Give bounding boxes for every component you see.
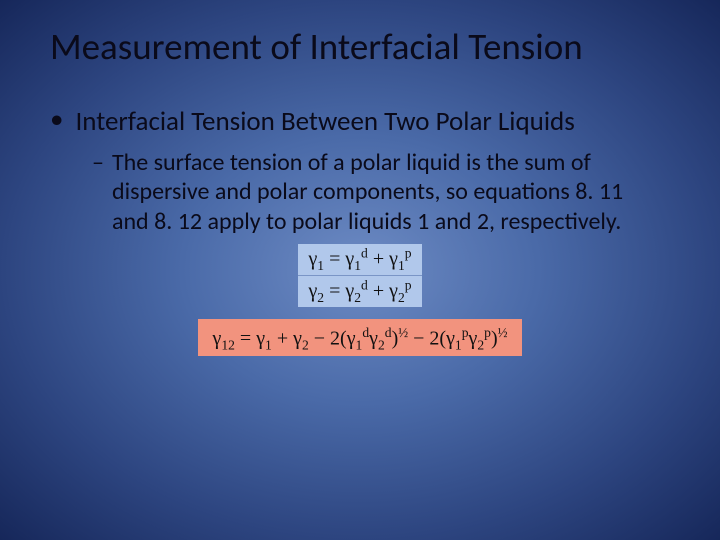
eq3-t2-sub: 2 xyxy=(302,337,309,352)
eq2-b-sub: 2 xyxy=(398,290,405,305)
eq3-p1-exp: ½ xyxy=(398,325,408,340)
equation-stack-blue: γ1 = γ1d + γ1p γ2 = γ2d + γ2p xyxy=(298,244,421,307)
equation-gamma2: γ2 = γ2d + γ2p xyxy=(298,275,421,307)
eq1-b-sup: p xyxy=(405,245,412,260)
eq2-b-sup: p xyxy=(405,277,412,292)
eq3-lhs-sub: 12 xyxy=(221,337,235,352)
eq3-p2-exp: ½ xyxy=(498,325,508,340)
slide: Measurement of Interfacial Tension • Int… xyxy=(0,0,720,540)
bullet-dot-icon: • xyxy=(50,105,63,135)
eq3-p1b-sub: 2 xyxy=(378,337,385,352)
eq1-a-sup: d xyxy=(361,245,368,260)
eq1-b-sub: 1 xyxy=(398,258,405,273)
equation-gamma1: γ1 = γ1d + γ1p xyxy=(298,244,421,275)
bullet-dash-icon: – xyxy=(92,148,104,177)
eq3-p2b-sup: p xyxy=(484,325,491,340)
eq2-lhs-sub: 2 xyxy=(317,290,324,305)
eq3-p2a-sup: p xyxy=(462,325,469,340)
eq3-p1a-sup: d xyxy=(362,325,369,340)
bullet-level1-text: Interfacial Tension Between Two Polar Li… xyxy=(75,105,574,138)
eq3-t1-sub: 1 xyxy=(265,337,272,352)
eq2-a-sub: 2 xyxy=(354,290,361,305)
bullet-level2-text: The surface tension of a polar liquid is… xyxy=(112,148,652,236)
slide-title: Measurement of Interfacial Tension xyxy=(50,24,670,69)
bullet-level2: – The surface tension of a polar liquid … xyxy=(92,148,670,236)
eq1-lhs-sub: 1 xyxy=(317,258,324,273)
eq2-a-sup: d xyxy=(361,277,368,292)
eq1-a-sub: 1 xyxy=(354,258,361,273)
bullet-level1: • Interfacial Tension Between Two Polar … xyxy=(50,105,670,138)
equation-gamma12: γ12 = γ1 + γ2 − 2(γ1dγ2d)½ − 2(γ1pγ2p)½ xyxy=(198,319,521,357)
eq3-p1b-sup: d xyxy=(385,325,392,340)
eq3-p2a-sub: 1 xyxy=(455,337,462,352)
